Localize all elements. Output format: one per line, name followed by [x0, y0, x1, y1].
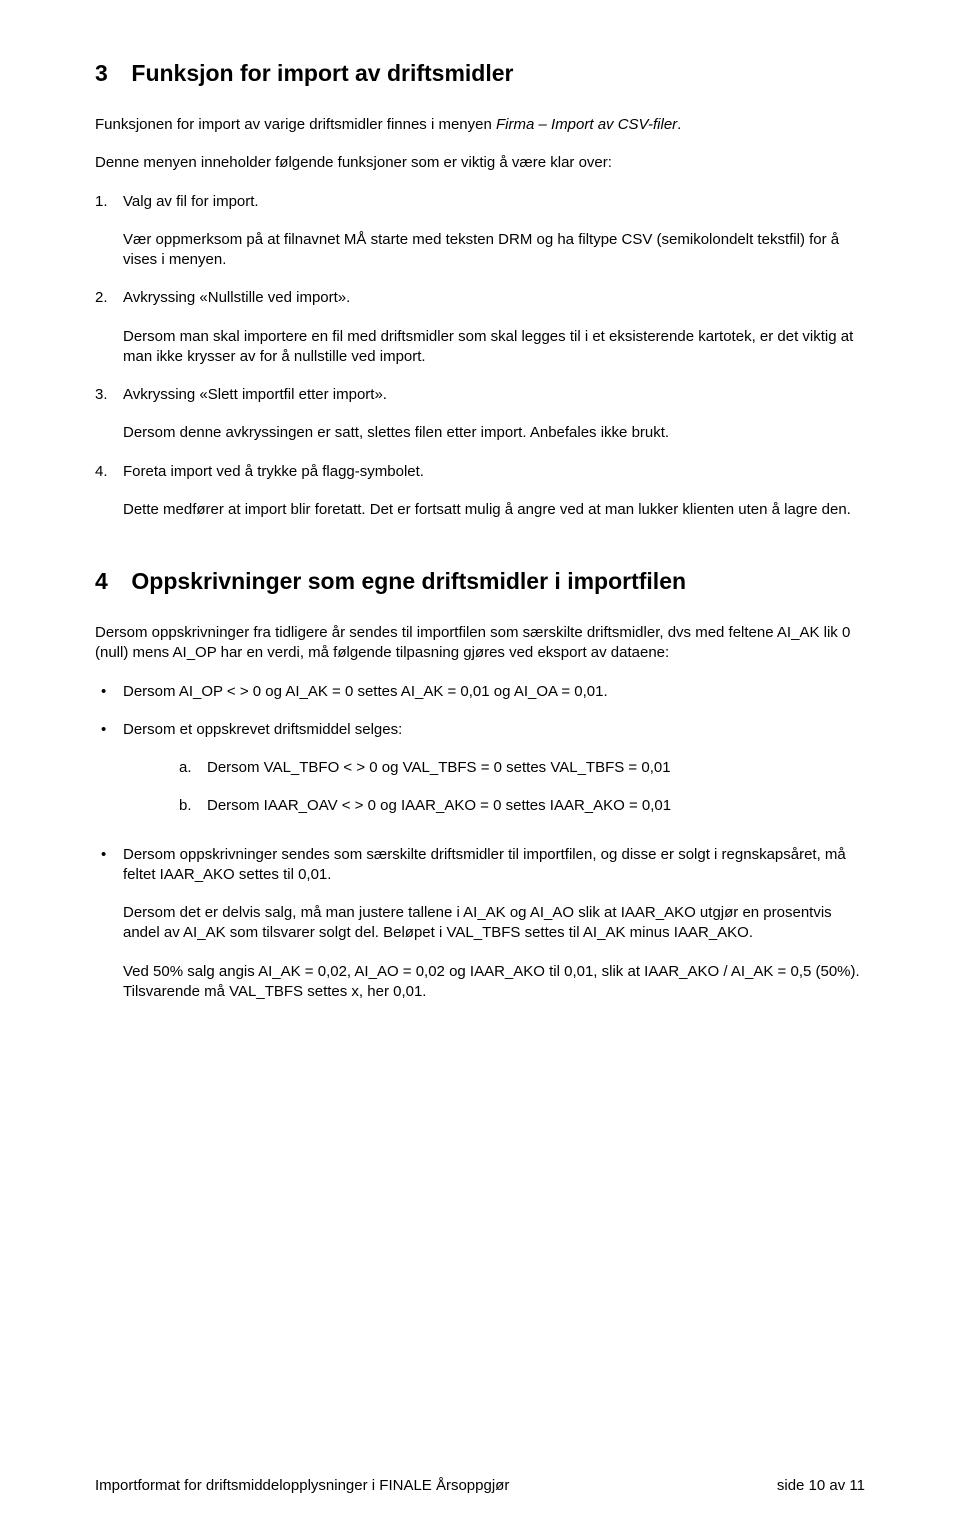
- tail-para: Dersom det er delvis salg, må man juster…: [123, 903, 865, 944]
- list-text: Avkryssing «Nullstille ved import».: [123, 289, 350, 306]
- bullet-item: Dersom et oppskrevet driftsmiddel selges…: [95, 720, 865, 817]
- section-3-intro-pre: Funksjonen for import av varige driftsmi…: [95, 116, 496, 133]
- section-3-heading: 3 Funksjon for import av driftsmidler: [95, 60, 865, 87]
- section-3-intro-em: Firma – Import av CSV-filer: [496, 116, 677, 133]
- alpha-marker: a.: [179, 758, 192, 778]
- bullet-item: Dersom oppskrivninger sendes som særskil…: [95, 845, 865, 1003]
- section-4-bullets-1: Dersom AI_OP < > 0 og AI_AK = 0 settes A…: [95, 682, 865, 817]
- list-subtext: Dersom man skal importere en fil med dri…: [123, 327, 865, 368]
- section-4-bullets-2: Dersom oppskrivninger sendes som særskil…: [95, 845, 865, 1003]
- alpha-item: b. Dersom IAAR_OAV < > 0 og IAAR_AKO = 0…: [179, 796, 865, 816]
- bullet-text: Dersom et oppskrevet driftsmiddel selges…: [123, 721, 402, 738]
- list-subtext: Vær oppmerksom på at filnavnet MÅ starte…: [123, 230, 865, 271]
- alpha-text: Dersom IAAR_OAV < > 0 og IAAR_AKO = 0 se…: [207, 797, 671, 814]
- section-3-title: Funksjon for import av driftsmidler: [131, 60, 513, 86]
- alpha-marker: b.: [179, 796, 192, 816]
- bullet-text: Dersom oppskrivninger sendes som særskil…: [123, 846, 846, 883]
- section-3-intro: Funksjonen for import av varige driftsmi…: [95, 115, 865, 135]
- list-marker: 3.: [95, 385, 108, 405]
- list-item: 4. Foreta import ved å trykke på flagg-s…: [95, 462, 865, 521]
- bullet-item: Dersom AI_OP < > 0 og AI_AK = 0 settes A…: [95, 682, 865, 702]
- list-marker: 1.: [95, 192, 108, 212]
- section-4-title: Oppskrivninger som egne driftsmidler i i…: [131, 568, 686, 594]
- section-4-intro: Dersom oppskrivninger fra tidligere år s…: [95, 623, 865, 664]
- list-text: Avkryssing «Slett importfil etter import…: [123, 386, 387, 403]
- section-4-heading: 4 Oppskrivninger som egne driftsmidler i…: [95, 568, 865, 595]
- list-text: Valg av fil for import.: [123, 193, 259, 210]
- alpha-text: Dersom VAL_TBFO < > 0 og VAL_TBFS = 0 se…: [207, 759, 671, 776]
- alpha-item: a. Dersom VAL_TBFO < > 0 og VAL_TBFS = 0…: [179, 758, 865, 778]
- section-gap: [95, 538, 865, 568]
- section-3-lead: Denne menyen inneholder følgende funksjo…: [95, 153, 865, 173]
- tail-para: Ved 50% salg angis AI_AK = 0,02, AI_AO =…: [123, 962, 865, 1003]
- section-3-list: 1. Valg av fil for import. Vær oppmerkso…: [95, 192, 865, 521]
- section-3-intro-post: .: [677, 116, 681, 133]
- section-4-number: 4: [95, 568, 125, 595]
- footer-left: Importformat for driftsmiddelopplysninge…: [95, 1477, 509, 1494]
- list-item: 2. Avkryssing «Nullstille ved import». D…: [95, 288, 865, 367]
- list-text: Foreta import ved å trykke på flagg-symb…: [123, 463, 424, 480]
- list-item: 1. Valg av fil for import. Vær oppmerkso…: [95, 192, 865, 271]
- page-footer: Importformat for driftsmiddelopplysninge…: [95, 1477, 865, 1494]
- section-3-number: 3: [95, 60, 125, 87]
- list-marker: 4.: [95, 462, 108, 482]
- list-subtext: Dette medfører at import blir foretatt. …: [123, 500, 865, 520]
- list-item: 3. Avkryssing «Slett importfil etter imp…: [95, 385, 865, 444]
- list-subtext: Dersom denne avkryssingen er satt, slett…: [123, 423, 865, 443]
- footer-right: side 10 av 11: [777, 1477, 865, 1494]
- document-page: 3 Funksjon for import av driftsmidler Fu…: [0, 0, 960, 1529]
- alpha-list: a. Dersom VAL_TBFO < > 0 og VAL_TBFS = 0…: [123, 758, 865, 817]
- list-marker: 2.: [95, 288, 108, 308]
